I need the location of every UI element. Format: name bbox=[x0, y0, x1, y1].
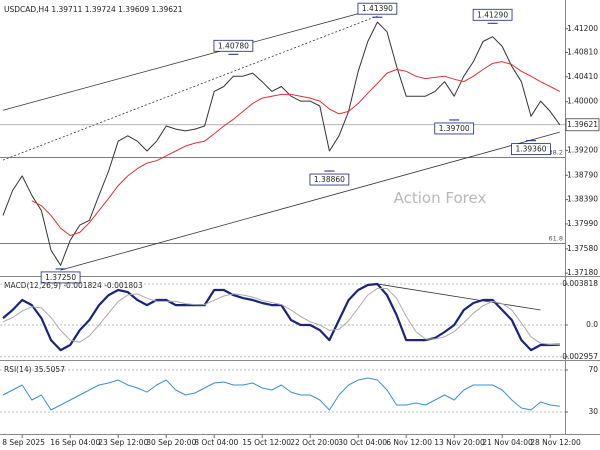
annotation-box bbox=[434, 122, 475, 135]
x-tick-label: 28 Nov 12:00 bbox=[530, 438, 581, 447]
y-tick-label: 1.38390 bbox=[567, 195, 598, 204]
last-price-label: 1.39621 bbox=[567, 120, 598, 129]
trend-line bbox=[2, 2, 397, 111]
trend-line bbox=[2, 15, 378, 161]
x-tick-label: 22 Oct 20:00 bbox=[290, 438, 339, 447]
x-tick-label: 6 Nov 12:00 bbox=[386, 438, 432, 447]
annotation-label: 1.40780 bbox=[218, 41, 249, 50]
annotation-box bbox=[511, 143, 551, 156]
x-tick-label: 21 Nov 04:00 bbox=[482, 438, 533, 447]
annotation-box bbox=[40, 271, 81, 284]
series-line bbox=[2, 377, 560, 411]
series-line bbox=[2, 288, 560, 345]
y-tick-label: 0.0 bbox=[586, 320, 598, 329]
level-label: 38.2 bbox=[549, 149, 563, 157]
annotation-box bbox=[357, 2, 398, 15]
annotation-label: 1.39360 bbox=[515, 145, 546, 154]
last-price-box bbox=[565, 118, 600, 132]
panel-title: MACD(12,26,9) -0.001824 -0.001803 bbox=[4, 281, 143, 290]
y-tick-label: 1.37580 bbox=[567, 244, 598, 253]
y-tick-label: 1.40810 bbox=[567, 47, 598, 56]
y-tick-label: 0.003818 bbox=[562, 279, 598, 288]
x-tick-label: 16 Sep 04:00 bbox=[50, 438, 100, 447]
y-tick-label: 1.37180 bbox=[567, 268, 598, 277]
x-tick-label: 8 Sep 2025 bbox=[2, 438, 45, 447]
y-tick-label: 1.40000 bbox=[567, 97, 598, 106]
y-tick-label: 30 bbox=[588, 407, 598, 416]
series-line bbox=[31, 61, 561, 236]
annotation-label: 1.41390 bbox=[362, 4, 393, 13]
panel-title: USDCAD,H4 1.39711 1.39724 1.39609 1.3962… bbox=[4, 5, 183, 14]
x-tick-label: 30 Sep 20:00 bbox=[146, 438, 196, 447]
annotation-box bbox=[213, 39, 254, 52]
x-tick-label: 13 Nov 20:00 bbox=[434, 438, 485, 447]
annotation-box bbox=[472, 8, 513, 21]
y-tick-label: 1.41200 bbox=[567, 24, 598, 33]
x-tick-label: 8 Oct 04:00 bbox=[194, 438, 238, 447]
x-tick-label: 15 Oct 12:00 bbox=[242, 438, 291, 447]
y-tick-label: 70 bbox=[588, 365, 598, 374]
y-tick-label: 1.37990 bbox=[567, 219, 598, 228]
trend-line bbox=[60, 131, 560, 271]
x-tick-label: 30 Oct 04:00 bbox=[338, 438, 387, 447]
annotation-label: 1.37250 bbox=[45, 273, 76, 282]
x-tick-label: 23 Sep 12:00 bbox=[98, 438, 148, 447]
y-tick-label: -0.002957 bbox=[560, 352, 599, 361]
series-line bbox=[2, 21, 561, 266]
panel-title: RSI(14) 35.5057 bbox=[4, 365, 65, 374]
level-label: 61.8 bbox=[549, 234, 563, 242]
annotation-label: 1.38860 bbox=[314, 175, 345, 184]
y-tick-label: 1.38790 bbox=[567, 170, 598, 179]
annotation-box bbox=[309, 173, 350, 186]
annotation-label: 1.39700 bbox=[439, 124, 470, 133]
y-tick-label: 1.40410 bbox=[567, 72, 598, 81]
trend-line bbox=[377, 283, 541, 311]
y-tick-label: 1.39200 bbox=[567, 145, 598, 154]
watermark: Action Forex bbox=[394, 189, 487, 207]
annotation-label: 1.41290 bbox=[477, 10, 508, 19]
